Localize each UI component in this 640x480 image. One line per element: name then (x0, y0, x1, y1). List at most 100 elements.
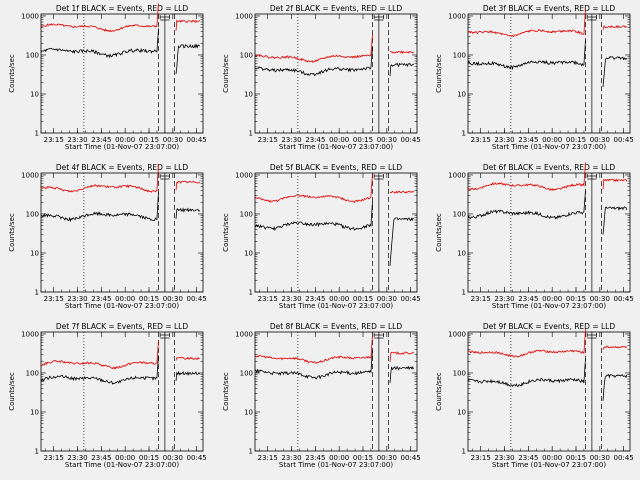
y-tick-label: 10 (457, 249, 466, 257)
x-axis-title: Start Time (01-Nov-07 23:07:00) (279, 143, 393, 151)
x-tick-label: 00:45 (614, 295, 634, 303)
x-tick-label: 00:15 (353, 454, 373, 462)
panel-det-9f: Det 9f BLACK = Events, RED = LLD 1 10 100 10… (435, 322, 634, 469)
x-tick-label: 23:15 (258, 136, 278, 144)
lld-series-line (254, 174, 373, 204)
lld-series-line (390, 50, 414, 54)
panel-title: Det 4f BLACK = Events, RED = LLD (56, 163, 189, 172)
x-tick-label: 23:15 (471, 136, 491, 144)
lld-series-line (40, 3, 159, 33)
plot-frame (254, 13, 418, 134)
lld-series-line (389, 190, 415, 194)
panel-title: Det 3f BLACK = Events, RED = LLD (483, 4, 616, 13)
y-tick-label: 100 (240, 210, 253, 218)
plot-frame (40, 331, 204, 452)
events-series-line (467, 40, 586, 71)
x-tick-label: 00:30 (163, 136, 183, 144)
y-tick-label: 1000 (21, 330, 39, 338)
x-tick-label: 00:30 (590, 295, 610, 303)
x-axis-title: Start Time (01-Nov-07 23:07:00) (279, 302, 393, 310)
events-series-line (602, 206, 628, 235)
y-tick-label: 1 (462, 130, 466, 138)
x-tick-label: 23:45 (305, 454, 325, 462)
x-axis-title: Start Time (01-Nov-07 23:07:00) (492, 461, 606, 469)
y-tick-label: 100 (453, 51, 466, 59)
x-tick-label: 00:00 (329, 454, 349, 462)
y-tick-label: 100 (240, 369, 253, 377)
panel-title: Det 1f BLACK = Events, RED = LLD (56, 4, 189, 13)
y-tick-label: 10 (244, 249, 253, 257)
plot-frame (254, 331, 418, 452)
plot-frame (467, 172, 631, 293)
panel-det-3f: Det 3f BLACK = Events, RED = LLD 1 10 100 10… (435, 4, 634, 151)
x-tick-label: 00:30 (377, 454, 397, 462)
plot-frame (40, 13, 204, 134)
lld-series-line (602, 178, 628, 190)
events-series-line (602, 373, 628, 401)
x-tick-label: 00:30 (377, 295, 397, 303)
x-tick-label: 00:30 (163, 295, 183, 303)
lld-series-line (467, 8, 586, 38)
y-tick-label: 1000 (235, 330, 253, 338)
y-axis-label: Counts/sec (8, 213, 16, 252)
y-axis-label: Counts/sec (435, 372, 443, 411)
x-tick-label: 23:30 (67, 454, 87, 462)
y-axis-label: Counts/sec (8, 54, 16, 93)
x-tick-label: 23:30 (494, 136, 514, 144)
x-axis-title: Start Time (01-Nov-07 23:07:00) (65, 461, 179, 469)
panel-title: Det 8f BLACK = Events, RED = LLD (270, 322, 403, 331)
x-tick-label: 00:00 (329, 295, 349, 303)
x-tick-label: 23:45 (91, 454, 111, 462)
x-tick-label: 00:45 (187, 136, 207, 144)
x-tick-label: 00:00 (329, 136, 349, 144)
lld-series-line (175, 180, 201, 191)
plot-frame (467, 13, 631, 134)
x-tick-label: 00:00 (115, 454, 135, 462)
y-tick-label: 10 (244, 90, 253, 98)
x-tick-label: 00:15 (566, 136, 586, 144)
x-tick-label: 23:45 (518, 454, 538, 462)
y-axis-label: Counts/sec (435, 54, 443, 93)
panel-title: Det 7f BLACK = Events, RED = LLD (56, 322, 189, 331)
y-tick-label: 1000 (21, 12, 39, 20)
x-tick-label: 00:45 (401, 295, 421, 303)
events-series-line (602, 55, 628, 87)
panel-det-4f: Det 4f BLACK = Events, RED = LLD 1 10 100 10… (8, 163, 207, 310)
events-series-line (175, 43, 201, 75)
y-tick-label: 1 (249, 448, 253, 456)
lld-series-line (467, 329, 586, 358)
lld-series-line (389, 351, 415, 362)
x-tick-label: 00:00 (115, 136, 135, 144)
x-tick-label: 23:15 (258, 295, 278, 303)
lld-series-line (40, 340, 159, 370)
y-tick-label: 10 (30, 249, 39, 257)
x-tick-label: 23:15 (471, 295, 491, 303)
events-series-line (254, 350, 373, 380)
y-tick-label: 100 (26, 210, 39, 218)
lld-series-line (40, 164, 159, 193)
lld-series-line (175, 19, 201, 31)
x-tick-label: 23:30 (281, 454, 301, 462)
y-axis-label: Counts/sec (222, 54, 230, 93)
x-tick-label: 00:45 (187, 295, 207, 303)
x-tick-label: 23:45 (305, 295, 325, 303)
x-axis-title: Start Time (01-Nov-07 23:07:00) (65, 302, 179, 310)
events-series-line (389, 62, 415, 77)
panel-det-1f: Det 1f BLACK = Events, RED = LLD 1 10 100 10… (8, 3, 207, 151)
lld-series-line (602, 25, 627, 30)
panel-title: Det 9f BLACK = Events, RED = LLD (483, 322, 616, 331)
y-tick-label: 1 (35, 448, 39, 456)
x-tick-label: 00:00 (542, 454, 562, 462)
panel-title: Det 2f BLACK = Events, RED = LLD (270, 4, 403, 13)
y-tick-label: 100 (240, 51, 253, 59)
x-axis-title: Start Time (01-Nov-07 23:07:00) (492, 143, 606, 151)
x-axis-title: Start Time (01-Nov-07 23:07:00) (492, 302, 606, 310)
x-tick-label: 00:45 (401, 136, 421, 144)
x-tick-label: 00:00 (542, 295, 562, 303)
x-tick-label: 00:15 (139, 295, 159, 303)
y-tick-label: 1 (35, 289, 39, 297)
events-series-line (175, 370, 201, 381)
y-tick-label: 100 (453, 369, 466, 377)
y-tick-label: 10 (457, 90, 466, 98)
